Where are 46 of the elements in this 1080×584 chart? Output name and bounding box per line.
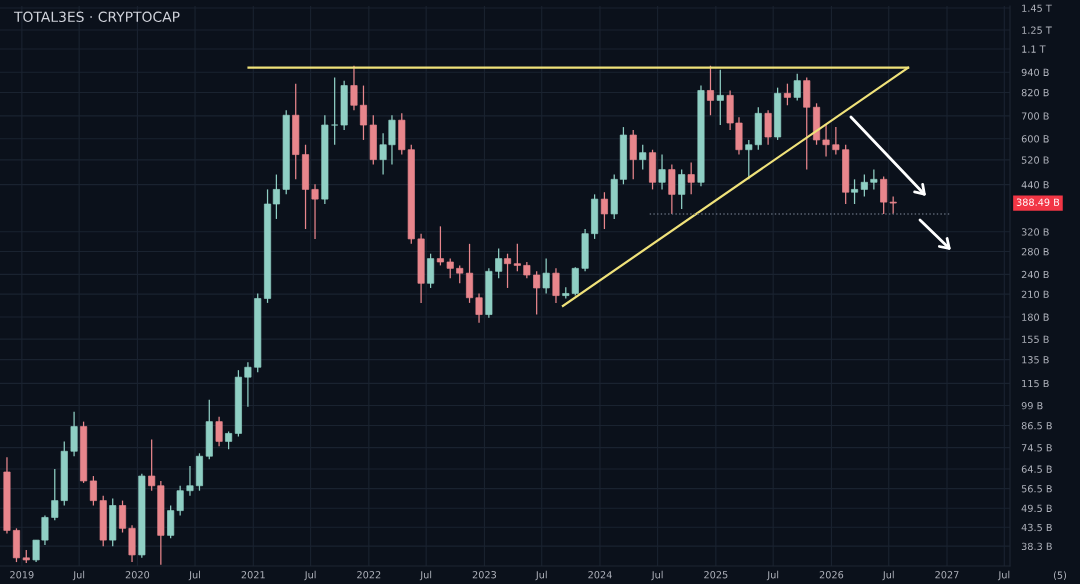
- x-tick-label: Jul: [882, 570, 894, 581]
- x-tick-label: Jul: [997, 570, 1010, 581]
- y-tick-label: 49.5 B: [1021, 504, 1052, 513]
- x-tick-label: Jul: [419, 570, 432, 581]
- text: (5): [1053, 571, 1067, 580]
- x-tick-label: 2024: [588, 571, 612, 579]
- y-tick-label: 1.45 T: [1022, 4, 1052, 12]
- y-tick-label: 56.5 B: [1021, 485, 1052, 493]
- y-tick-label: 135 B: [1022, 356, 1049, 364]
- x-tick-label: Jul: [304, 570, 316, 581]
- x-tick-label: Jul: [766, 570, 779, 581]
- y-tick-label: 43.5 B: [1021, 523, 1052, 532]
- chart-title: TOTAL3ES · CRYPTOCAP: [13, 11, 180, 23]
- y-tick-label: 38.3 B: [1021, 542, 1052, 550]
- y-tick-label: 155 B: [1022, 335, 1049, 343]
- x-tick-label: 2023: [472, 571, 497, 579]
- x-tick-label: Jul: [651, 570, 663, 581]
- y-tick-label: 600 B: [1021, 135, 1049, 143]
- x-tick-label: 2027: [935, 571, 959, 579]
- y-tick-label: 115 B: [1022, 379, 1049, 388]
- text: 388.49 B: [1016, 198, 1060, 206]
- y-tick-label: 1.25 T: [1022, 26, 1052, 34]
- x-tick-label: 2021: [241, 571, 265, 579]
- x-tick-label: Jul: [535, 570, 547, 581]
- y-tick-label: 86.5 B: [1021, 422, 1052, 430]
- y-tick-label: 240 B: [1021, 270, 1049, 279]
- y-tick-label: 280 B: [1021, 248, 1049, 256]
- y-tick-label: 64.5 B: [1021, 465, 1052, 473]
- y-tick-label: 940 B: [1021, 68, 1049, 77]
- y-tick-label: 700 B: [1021, 112, 1049, 120]
- x-tick-label: Jul: [72, 570, 85, 581]
- y-tick-label: 820 B: [1021, 88, 1049, 97]
- x-tick-label: 2020: [125, 571, 150, 579]
- y-tick-label: 440 B: [1021, 181, 1049, 189]
- x-tick-label: Jul: [188, 570, 200, 581]
- y-tick-label: 1.1 T: [1022, 45, 1046, 53]
- x-tick-label: 2026: [819, 571, 844, 579]
- y-tick-label: 210 B: [1021, 290, 1049, 298]
- x-tick-label: 2022: [357, 571, 381, 579]
- y-tick-label: 99 B: [1021, 402, 1043, 410]
- y-tick-label: 74.5 B: [1021, 444, 1052, 452]
- y-tick-label: 180 B: [1022, 313, 1049, 321]
- y-tick-label: 520 B: [1021, 156, 1049, 164]
- x-tick-label: 2025: [704, 571, 728, 579]
- x-tick-label: 2019: [10, 571, 34, 579]
- y-tick-label: 320 B: [1021, 228, 1049, 236]
